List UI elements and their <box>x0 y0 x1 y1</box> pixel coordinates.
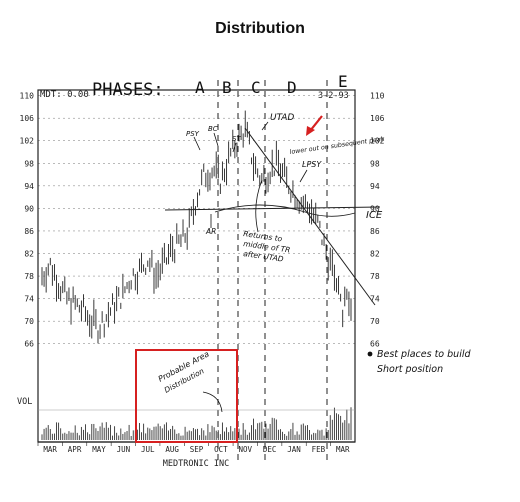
x-tick-label: OCT <box>214 445 228 454</box>
x-tick-label: JUN <box>117 445 131 454</box>
y-tick-label-right: 66 <box>370 340 380 349</box>
y-tick-label: 78 <box>24 272 34 281</box>
x-tick-label: APR <box>68 445 82 454</box>
label-st: ST <box>232 135 241 143</box>
phase-d-label: D <box>287 78 297 97</box>
label-psy: PSY <box>186 130 200 138</box>
y-tick-label: 98 <box>24 159 34 168</box>
bullet-icon <box>368 352 373 357</box>
y-tick-label: 86 <box>24 227 34 236</box>
volume-bars <box>42 407 351 440</box>
y-tick-label: 94 <box>24 182 34 191</box>
x-tick-label: FEB <box>312 445 326 454</box>
x-tick-label: MAR <box>43 445 57 454</box>
ice-line <box>165 207 380 210</box>
phase-a-label: A <box>195 78 205 97</box>
y-tick-label-right: 98 <box>370 159 380 168</box>
phase-b-label: B <box>222 78 232 97</box>
vol-label: VOL <box>17 397 32 407</box>
x-tick-label: DEC <box>263 445 277 454</box>
label-ice: ICE <box>366 210 383 221</box>
y-tick-label-right: 94 <box>370 182 380 191</box>
price-bars <box>42 111 351 344</box>
annotation-arrows <box>194 122 307 412</box>
x-tick-label: JAN <box>287 445 301 454</box>
y-tick-label: 102 <box>20 137 35 146</box>
y-tick-label: 90 <box>24 204 34 213</box>
y-tick-label: 82 <box>24 250 34 259</box>
best-places-note-1: Best places to build <box>377 349 471 360</box>
mdt-label: MDT: 0.00 <box>40 90 89 100</box>
x-tick-label: MAR <box>336 445 350 454</box>
x-axis: MAR APR MAY JUN JUL AUG SEP OCT NOV DEC JAN FEB MAR <box>38 442 350 454</box>
y-tick-label: 106 <box>20 114 35 123</box>
label-lpsy: LPSY <box>302 160 322 169</box>
x-tick-label: SEP <box>190 445 204 454</box>
x-tick-label: AUG <box>165 445 179 454</box>
y-tick-label: 70 <box>24 317 34 326</box>
y-tick-label-right: 70 <box>370 317 380 326</box>
y-tick-label: 110 <box>20 92 35 101</box>
y-tick-label-right: 106 <box>370 114 385 123</box>
y-tick-label-right: 74 <box>370 295 380 304</box>
label-utad: UTAD <box>270 113 294 123</box>
y-tick-label-right: 82 <box>370 250 380 259</box>
label-ar: AR <box>205 227 216 236</box>
x-tick-label: NOV <box>238 445 252 454</box>
x-tick-label: MAY <box>92 445 106 454</box>
phase-e-label: E <box>338 72 348 91</box>
y-axis-left: 110 106 102 98 94 90 86 82 78 74 70 66 <box>20 92 35 349</box>
company-label: MEDTRONIC INC <box>163 459 230 469</box>
phase-c-label: C <box>251 78 261 97</box>
y-tick-label-right: 78 <box>370 272 380 281</box>
date-label: 3-2-93 <box>318 91 349 101</box>
phases-label: PHASES: <box>92 80 164 100</box>
y-tick-label-right: 86 <box>370 227 380 236</box>
ice-curve <box>215 205 355 216</box>
best-places-note-2: Short position <box>377 364 443 375</box>
y-tick-label: 74 <box>24 295 34 304</box>
y-tick-label-right: 110 <box>370 92 385 101</box>
label-bc: BC <box>208 125 218 133</box>
x-tick-label: JUL <box>141 445 155 454</box>
y-tick-label: 66 <box>24 340 34 349</box>
